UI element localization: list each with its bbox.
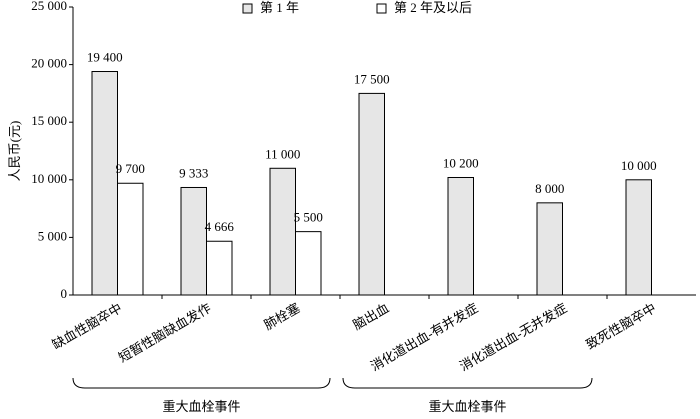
data-label: 10 200 bbox=[443, 155, 479, 170]
legend-label: 第 2 年及以后 bbox=[394, 0, 472, 15]
y-tick-label: 5 000 bbox=[38, 228, 67, 243]
data-label: 10 000 bbox=[621, 158, 657, 173]
bar bbox=[180, 186, 207, 296]
bar bbox=[295, 231, 322, 296]
bar bbox=[625, 179, 652, 296]
bar bbox=[269, 167, 296, 296]
x-tick-label: 短暂性脑缺血发作 bbox=[116, 300, 214, 365]
bar bbox=[117, 182, 144, 296]
y-tick-label: 10 000 bbox=[31, 171, 67, 186]
bar bbox=[358, 92, 385, 296]
bar bbox=[447, 176, 474, 296]
bar bbox=[91, 71, 118, 296]
y-tick-label: 20 000 bbox=[31, 56, 67, 71]
x-tick-label: 肺栓塞 bbox=[261, 300, 302, 332]
group-label: 重大血栓事件 bbox=[162, 399, 240, 414]
data-label: 5 500 bbox=[294, 210, 323, 225]
y-tick-label: 15 000 bbox=[31, 113, 67, 128]
data-label: 11 000 bbox=[265, 146, 300, 161]
y-axis-label: 人民币(元) bbox=[7, 121, 22, 182]
data-label: 17 500 bbox=[354, 71, 390, 86]
legend-swatch bbox=[376, 3, 387, 14]
legend-swatch bbox=[242, 3, 253, 14]
x-tick-label: 致死性脑卒中 bbox=[583, 300, 658, 352]
y-tick-label: 0 bbox=[61, 286, 68, 301]
y-tick-label: 25 000 bbox=[31, 0, 67, 13]
bar bbox=[536, 202, 563, 296]
x-tick-label: 脑出血 bbox=[350, 300, 391, 332]
data-label: 8 000 bbox=[535, 181, 564, 196]
group-bracket bbox=[342, 377, 593, 389]
group-bracket bbox=[72, 377, 331, 389]
group-label: 重大血栓事件 bbox=[428, 399, 506, 414]
legend-label: 第 1 年 bbox=[260, 0, 299, 15]
data-label: 19 400 bbox=[87, 49, 123, 64]
x-tick-label: 缺血性脑卒中 bbox=[49, 300, 124, 352]
bar bbox=[206, 240, 233, 296]
data-label: 4 666 bbox=[205, 219, 235, 234]
data-label: 9 333 bbox=[179, 165, 208, 180]
data-label: 9 700 bbox=[116, 161, 145, 176]
